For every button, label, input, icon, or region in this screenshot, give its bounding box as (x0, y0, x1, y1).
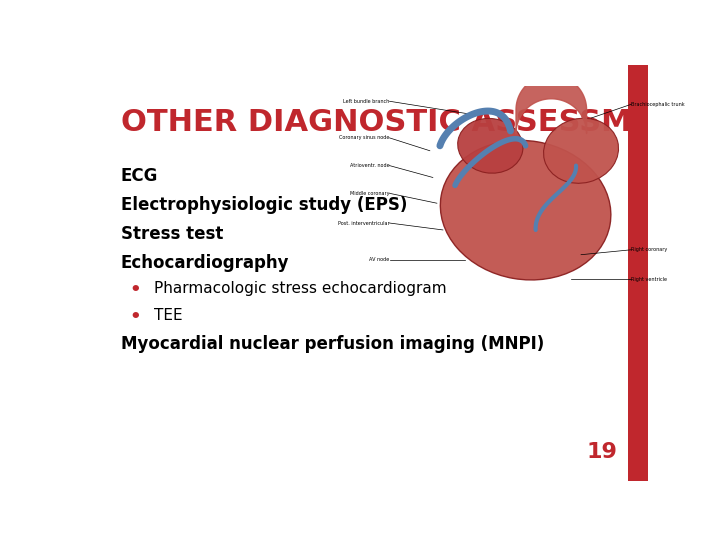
Text: AV node: AV node (369, 257, 390, 262)
Ellipse shape (544, 118, 618, 183)
Text: Right ventricle: Right ventricle (631, 277, 667, 282)
Text: •: • (129, 308, 140, 326)
Text: Post. interventricular: Post. interventricular (338, 220, 390, 226)
Text: Myocardial nuclear perfusion imaging (MNPI): Myocardial nuclear perfusion imaging (MN… (121, 335, 544, 353)
Text: Pharmacologic stress echocardiogram: Pharmacologic stress echocardiogram (154, 281, 447, 296)
Text: Atrioventr. node: Atrioventr. node (350, 163, 390, 168)
Text: TEE: TEE (154, 308, 183, 323)
Text: Stress test: Stress test (121, 225, 223, 243)
Bar (629, 65, 648, 481)
Text: Brachiocephalic trunk: Brachiocephalic trunk (631, 102, 685, 107)
Text: ECG: ECG (121, 167, 158, 185)
Text: 19: 19 (586, 442, 617, 462)
Text: Coronary sinus node: Coronary sinus node (339, 136, 390, 140)
Ellipse shape (441, 140, 611, 280)
Text: Middle coronary: Middle coronary (350, 191, 390, 196)
Text: OTHER DIAGNOSTIC ASSESSMENT: OTHER DIAGNOSTIC ASSESSMENT (121, 109, 698, 138)
Text: Right coronary: Right coronary (631, 247, 667, 252)
Text: Electrophysiologic study (EPS): Electrophysiologic study (EPS) (121, 196, 407, 214)
Ellipse shape (458, 118, 523, 173)
Text: •: • (129, 281, 140, 299)
Text: Echocardiography: Echocardiography (121, 254, 289, 272)
Text: Left bundle branch: Left bundle branch (343, 99, 390, 104)
